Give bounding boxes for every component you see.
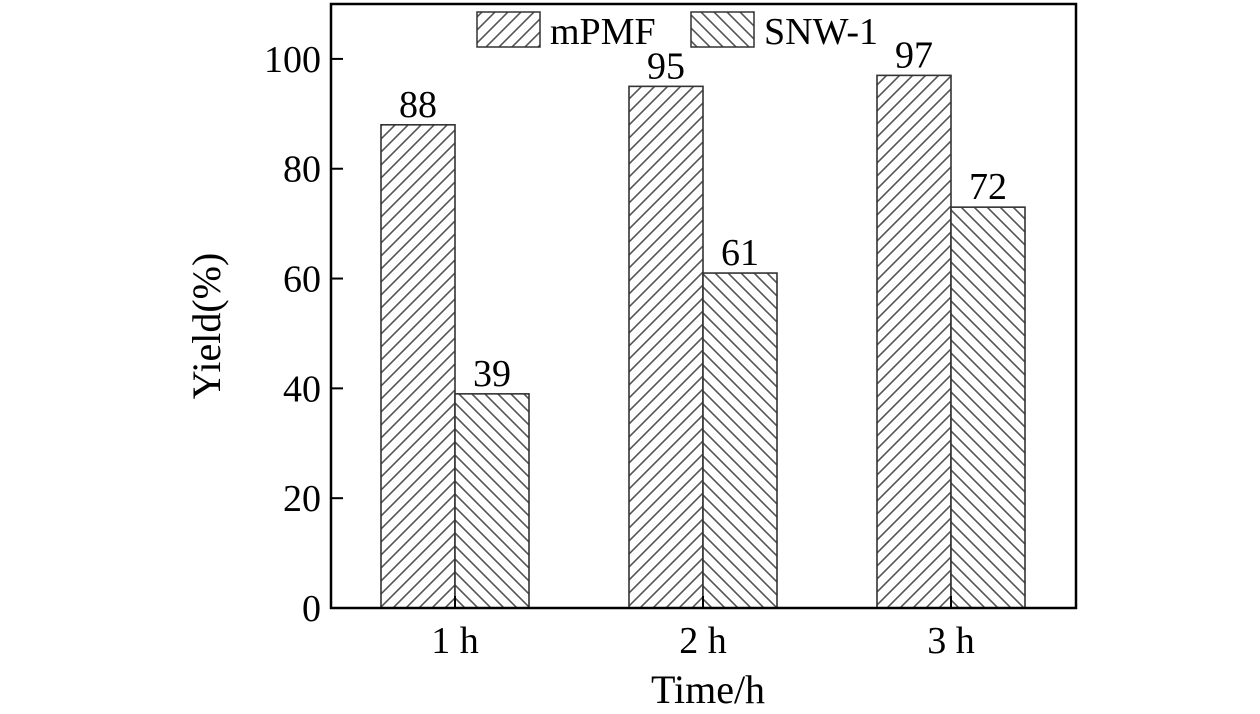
legend-label-snw-1: SNW-1 [764,11,878,53]
y-tick-label: 80 [283,149,321,191]
x-axis-title: Time/h [651,667,765,709]
data-labels-layer: 88 39 95 61 97 72 [399,34,1007,394]
data-label-mpmf-1h: 88 [399,84,437,126]
bar-snw-1-3h [950,206,1026,609]
bars-layer [380,74,1026,609]
y-axis-title: Yield(%) [184,253,229,400]
legend: mPMF SNW-1 [476,11,878,53]
data-label-snw-1-2h: 61 [721,232,759,274]
bar-mpmf-3h [876,74,952,609]
legend-label-mpmf: mPMF [550,11,656,53]
x-tick-label: 3 h [927,620,975,662]
y-tick-label: 0 [302,588,321,630]
bar-snw-1-2h [702,272,778,609]
legend-swatch-snw-1 [690,11,755,48]
data-label-mpmf-2h: 95 [647,45,685,87]
data-label-snw-1-3h: 72 [969,166,1007,208]
x-tick-label: 2 h [679,620,727,662]
y-tick-label: 20 [283,478,321,520]
y-axis: 0 20 40 60 80 100 [264,39,343,630]
bar-mpmf-2h [628,85,704,609]
data-label-mpmf-3h: 97 [895,34,933,76]
bar-mpmf-1h [380,124,456,609]
y-tick-label: 60 [283,259,321,301]
data-label-snw-1-1h: 39 [473,353,511,395]
bar-snw-1-1h [454,393,530,609]
y-tick-label: 40 [283,368,321,410]
x-tick-label: 1 h [431,620,479,662]
y-tick-label: 100 [264,39,321,81]
x-axis: 1 h 2 h 3 h [431,596,975,662]
legend-swatch-mpmf [476,11,541,48]
